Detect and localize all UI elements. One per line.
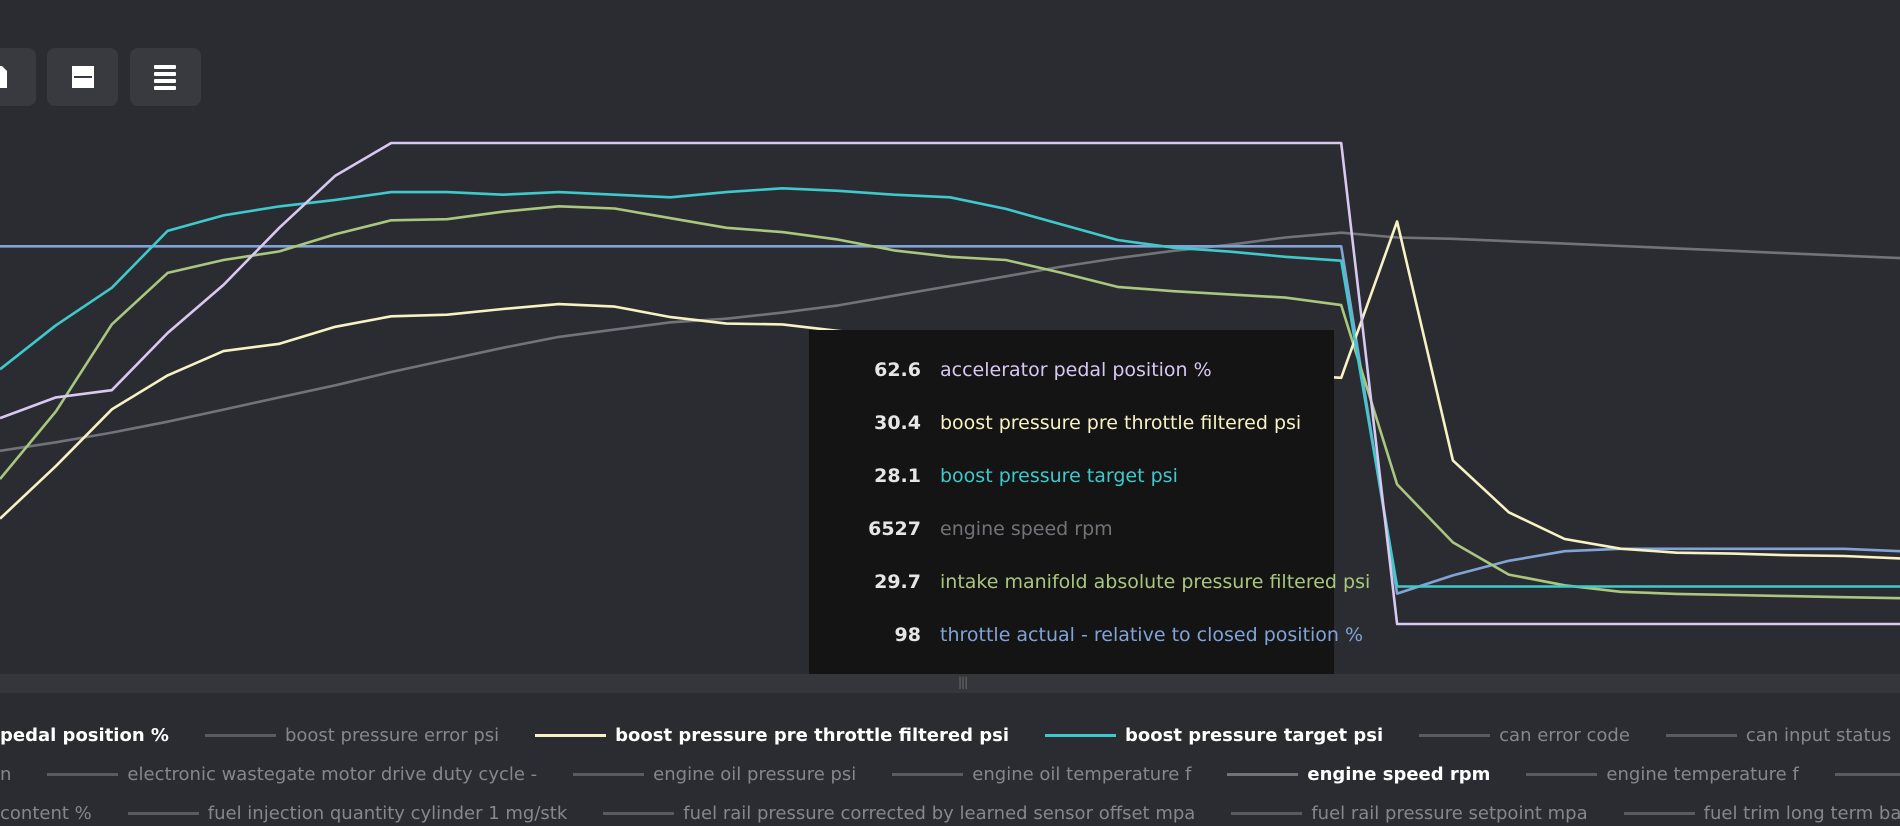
legend-label: fuel rail pressure corrected by learned … <box>683 803 1196 824</box>
legend-row: pedal position % boost pressure error psi… <box>0 716 1900 755</box>
legend-label: electronic wastegate motor drive duty cy… <box>127 764 538 785</box>
legend-swatch <box>47 773 119 776</box>
legend-swatch <box>1665 734 1737 737</box>
tooltip-row: 98 throttle actual - relative to closed p… <box>809 620 1364 650</box>
tooltip-row: 28.1 boost pressure target psi <box>809 461 1178 491</box>
legend-swatch <box>573 773 645 776</box>
legend-label: n <box>0 764 12 785</box>
legend-swatch <box>1526 773 1598 776</box>
legend-label: engine speed rpm <box>1307 764 1491 785</box>
tooltip-row: 6527 engine speed rpm <box>809 514 1113 544</box>
legend-item[interactable]: can error code <box>1419 725 1630 746</box>
legend-swatch <box>603 812 675 815</box>
tooltip-label: engine speed rpm <box>940 518 1113 540</box>
legend-label: fuel rail pressure setpoint mpa <box>1311 803 1588 824</box>
legend-item[interactable]: boost pressure error psi <box>204 725 500 746</box>
tooltip-value: 6527 <box>868 518 921 540</box>
legend-label: boost pressure target psi <box>1125 725 1384 746</box>
legend-label: can error code <box>1499 725 1630 746</box>
legend-item[interactable]: fuel rail pressure corrected by learned … <box>603 803 1195 824</box>
legend-item[interactable]: engine oil temperature f <box>892 764 1191 785</box>
resize-handle[interactable]: ||| <box>0 674 1900 693</box>
legend-item[interactable]: can input status <box>1665 725 1892 746</box>
tooltip-value: 62.6 <box>874 359 921 381</box>
legend-item[interactable]: n <box>0 764 11 785</box>
legend-item[interactable]: electronic wastegate motor drive duty cy… <box>47 764 537 785</box>
legend-label: fuel injection quantity cylinder 1 mg/st… <box>207 803 568 824</box>
legend-swatch <box>1623 812 1695 815</box>
legend-item[interactable]: content % <box>0 803 92 824</box>
tooltip-row: 29.7 intake manifold absolute pressure fi… <box>809 567 1370 597</box>
toolbar-button[interactable] <box>47 48 118 106</box>
legend-row: content % fuel injection quantity cylinde… <box>0 794 1900 826</box>
tooltip-value: 29.7 <box>874 571 921 593</box>
icon <box>154 65 176 90</box>
series-line <box>0 245 1900 595</box>
tooltip-value: 28.1 <box>874 465 921 487</box>
legend-item[interactable]: boost pressure target psi <box>1045 725 1383 746</box>
series-line <box>0 187 1900 588</box>
tooltip-value: 98 <box>894 624 921 646</box>
legend-swatch <box>1045 734 1116 737</box>
tooltip-row: 62.6 accelerator pedal position % <box>809 355 1212 385</box>
tooltip-label: accelerator pedal position % <box>940 359 1212 381</box>
tooltip-label: boost pressure target psi <box>940 465 1178 487</box>
legend-item[interactable]: pedal position % <box>0 725 169 746</box>
chart <box>0 141 1900 626</box>
toolbar-button[interactable] <box>0 48 36 106</box>
legend-swatch <box>535 734 607 737</box>
tooltip-label: intake manifold absolute pressure filter… <box>940 571 1371 593</box>
legend-item[interactable]: fuel rail pressure setpoint mpa <box>1231 803 1588 824</box>
legend-label: fuel trim long term bank 1 % <box>1703 803 1900 824</box>
legend: pedal position % boost pressure error psi… <box>0 716 1900 826</box>
legend-item[interactable]: fuel trim long term bank 1 % <box>1623 803 1900 824</box>
legend-swatch <box>127 812 199 815</box>
legend-swatch <box>204 734 276 737</box>
legend-label: engine oil temperature f <box>972 764 1192 785</box>
toolbar-button[interactable] <box>130 48 201 106</box>
legend-row: n electronic wastegate motor drive duty c… <box>0 755 1900 794</box>
legend-label: engine temperature f <box>1606 764 1799 785</box>
tooltip: 62.6 accelerator pedal position % 30.4 boos… <box>809 330 1370 675</box>
legend-swatch <box>1227 773 1299 776</box>
legend-item[interactable]: engine speed rpm <box>1227 764 1490 785</box>
legend-item[interactable]: boost pressure pre throttle filtered psi <box>535 725 1009 746</box>
tooltip-label: boost pressure pre throttle filtered psi <box>940 412 1302 434</box>
tooltip-row: 30.4 boost pressure pre throttle filtered… <box>809 408 1301 438</box>
legend-label: content % <box>0 803 92 824</box>
tooltip-label: throttle actual - relative to closed pos… <box>940 624 1364 646</box>
icon <box>72 66 94 88</box>
series-line <box>0 231 1900 453</box>
legend-item[interactable]: fuel injection quantity cylinder 1 mg/st… <box>127 803 568 824</box>
legend-item[interactable]: engine oil pressure psi <box>573 764 856 785</box>
legend-label: boost pressure pre throttle filtered psi <box>615 725 1009 746</box>
legend-label: pedal position % <box>0 725 169 746</box>
legend-swatch <box>1834 773 1900 776</box>
legend-item[interactable]: exhaust ca <box>1834 764 1900 785</box>
series-line <box>0 141 1900 626</box>
legend-label: boost pressure error psi <box>284 725 500 746</box>
legend-item[interactable]: engine temperature f <box>1526 764 1799 785</box>
legend-swatch <box>892 773 964 776</box>
tooltip-value: 30.4 <box>874 412 921 434</box>
legend-label: can input status <box>1745 725 1892 746</box>
legend-swatch <box>1419 734 1491 737</box>
legend-swatch <box>1231 812 1303 815</box>
icon <box>0 66 7 88</box>
legend-label: engine oil pressure psi <box>653 764 857 785</box>
